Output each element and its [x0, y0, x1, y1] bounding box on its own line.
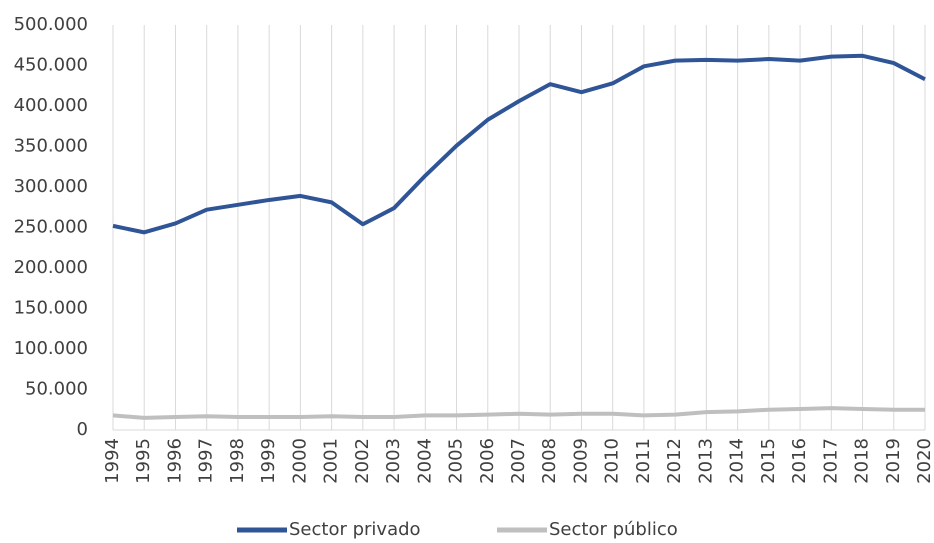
x-tick-label: 2019 [883, 438, 904, 484]
y-tick-label: 400.000 [14, 95, 88, 116]
y-tick-label: 150.000 [14, 298, 88, 319]
x-tick-label: 1994 [102, 438, 123, 484]
series-line [112, 406, 925, 420]
x-tick-label: 1998 [227, 438, 248, 484]
x-tick-label: 2008 [539, 438, 560, 484]
x-tick-label: 2003 [383, 438, 404, 484]
y-tick-label: 250.000 [14, 217, 88, 238]
x-tick-label: 2016 [789, 438, 810, 484]
x-tick-label: 1997 [196, 438, 217, 484]
y-tick-label: 50.000 [25, 379, 88, 400]
x-tick-label: 1995 [133, 438, 154, 484]
y-tick-label: 0 [77, 419, 88, 440]
x-tick-label: 2004 [414, 438, 435, 484]
x-tick-label: 1996 [164, 438, 185, 484]
x-tick-label: 2009 [570, 438, 591, 484]
x-tick-label: 1999 [258, 438, 279, 484]
x-tick-label: 2007 [508, 438, 529, 484]
x-tick-label: 2005 [446, 438, 467, 484]
y-tick-label: 200.000 [14, 257, 88, 278]
x-tick-label: 2001 [321, 438, 342, 484]
x-tick-label: 2012 [664, 438, 685, 484]
x-tick-label: 2006 [477, 438, 498, 484]
x-tick-label: 2018 [852, 438, 873, 484]
y-tick-label: 300.000 [14, 176, 88, 197]
legend-label: Sector público [549, 519, 678, 540]
x-tick-label: 2011 [633, 438, 654, 484]
x-tick-label: 2017 [820, 438, 841, 484]
y-tick-label: 500.000 [14, 14, 88, 35]
legend-label: Sector privado [289, 519, 421, 540]
y-tick-label: 100.000 [14, 338, 88, 359]
x-tick-label: 2000 [289, 438, 310, 484]
y-tick-label: 350.000 [14, 136, 88, 157]
x-tick-label: 2014 [727, 438, 748, 484]
series-line [112, 53, 926, 235]
x-tick-label: 2002 [352, 438, 373, 484]
x-tick-label: 2015 [758, 438, 779, 484]
x-tick-label: 2020 [914, 438, 934, 484]
y-tick-label: 450.000 [14, 55, 88, 76]
x-tick-label: 2010 [602, 438, 623, 484]
x-tick-label: 2013 [695, 438, 716, 484]
